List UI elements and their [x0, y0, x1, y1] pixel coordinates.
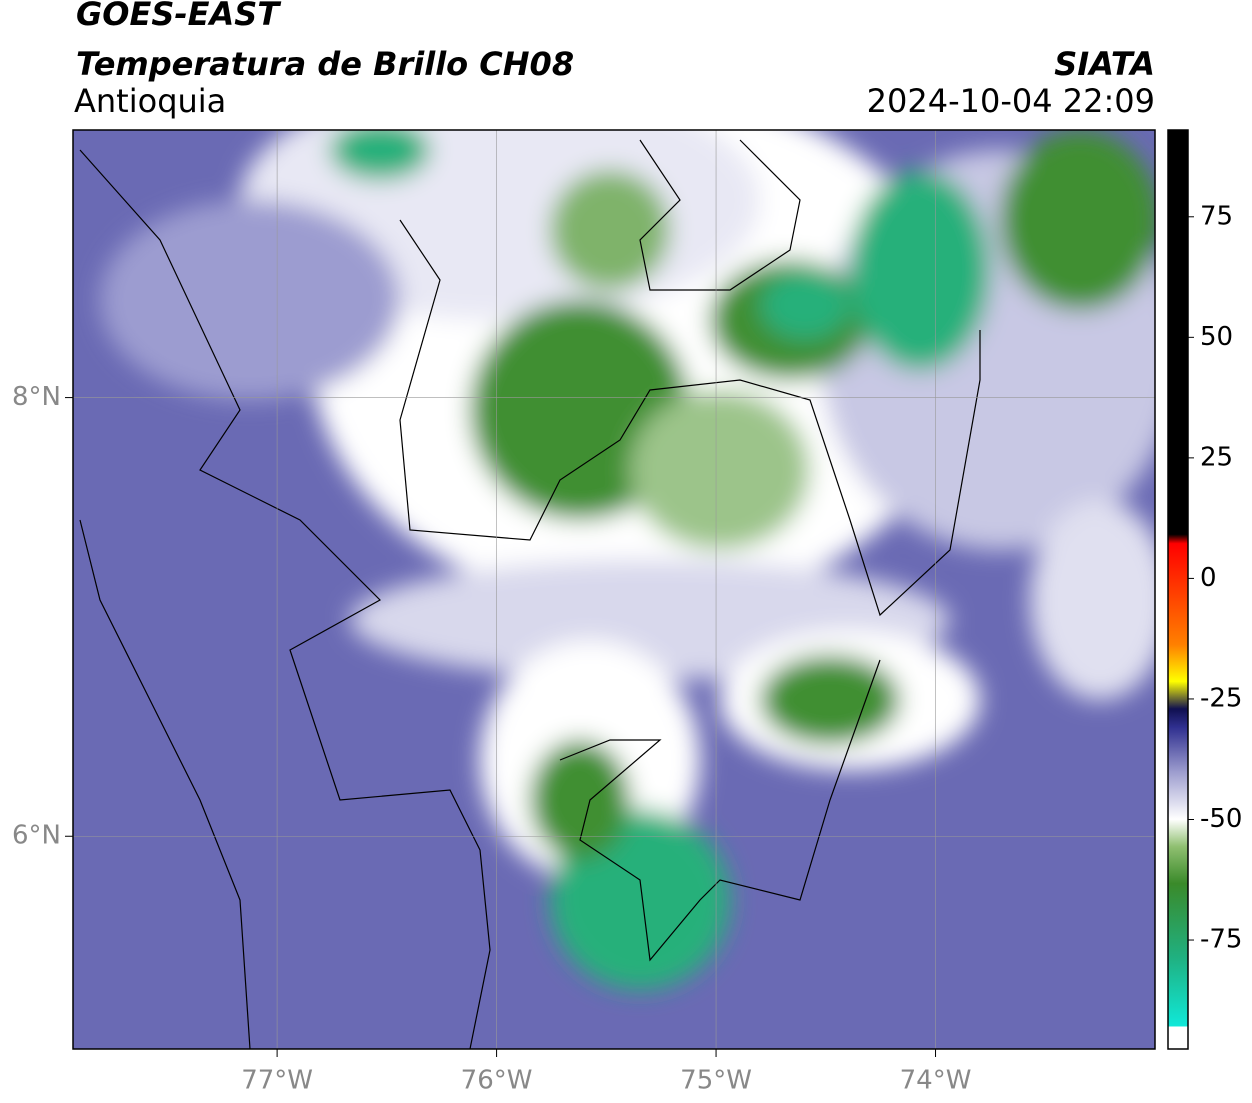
colorbar-tick-label: -25: [1200, 683, 1242, 713]
title: GOES-EAST: [76, 0, 281, 33]
colorbar-tick-label: 0: [1200, 563, 1217, 593]
graticule: [73, 130, 1155, 1049]
map-imagery: [73, 130, 1155, 1049]
source: SIATA: [1054, 45, 1155, 83]
colorbar-tick-label: 25: [1200, 442, 1233, 472]
x-tick-label: 76°W: [461, 1066, 533, 1096]
colorbar-tick-label: 50: [1200, 322, 1233, 352]
y-tick-label: 6°N: [12, 821, 61, 851]
colorbar-tick-label: 75: [1200, 201, 1233, 231]
x-tick-label: 74°W: [900, 1066, 972, 1096]
region: Antioquia: [74, 82, 226, 120]
colorbar: [1167, 129, 1189, 1050]
map-frame: [72, 129, 1156, 1050]
datetime: 2024-10-04 22:09: [867, 82, 1155, 120]
colorbar-tick-label: -50: [1200, 804, 1242, 834]
x-tick-label: 77°W: [241, 1066, 313, 1096]
subtitle: Temperatura de Brillo CH08: [76, 45, 574, 83]
x-tick-label: 75°W: [680, 1066, 752, 1096]
y-tick-label: 8°N: [12, 382, 61, 412]
colorbar-tick-label: -75: [1200, 925, 1242, 955]
